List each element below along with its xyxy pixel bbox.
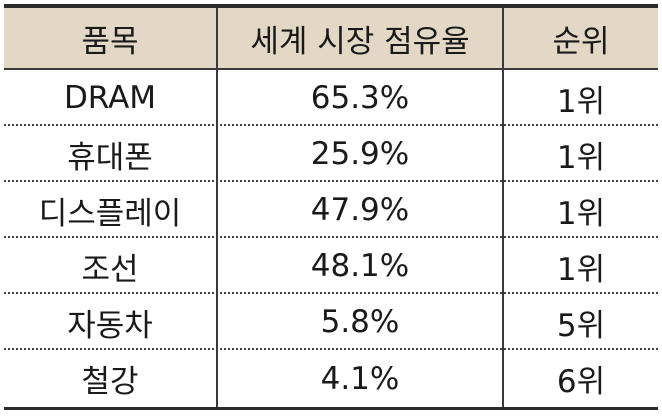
row-dotted-divider [4, 348, 658, 350]
header-item: 품목 [81, 23, 139, 60]
table-top-rule [4, 4, 658, 8]
cell-item: 휴대폰 [67, 139, 153, 176]
column-divider [502, 8, 504, 407]
cell-market-share: 25.9% [310, 136, 410, 172]
table-row: 조선 48.1% 1위 [0, 238, 662, 294]
cell-market-share: 65.3% [310, 80, 410, 116]
row-dotted-divider [4, 292, 658, 294]
table-bottom-rule [4, 407, 658, 410]
row-dotted-divider [4, 124, 658, 126]
cell-item: 디스플레이 [38, 195, 182, 232]
cell-rank: 1위 [556, 195, 606, 232]
cell-rank: 1위 [556, 83, 606, 120]
table-row: DRAM 65.3% 1위 [0, 70, 662, 126]
column-divider [216, 8, 218, 407]
cell-market-share: 4.1% [320, 360, 400, 397]
cell-rank: 1위 [556, 139, 606, 176]
cell-market-share: 5.8% [320, 304, 400, 340]
table-row: 자동차 5.8% 5위 [0, 294, 662, 350]
table-row: 디스플레이 47.9% 1위 [0, 182, 662, 238]
row-dotted-divider [4, 236, 658, 238]
cell-rank: 5위 [556, 307, 606, 344]
cell-item: DRAM [63, 80, 157, 116]
cell-market-share: 47.9% [310, 192, 410, 228]
cell-item: 철강 [81, 364, 139, 400]
cell-market-share: 48.1% [310, 248, 410, 284]
header-divider [4, 68, 658, 70]
header-rank: 순위 [552, 23, 610, 60]
table-row: 철강 4.1% 6위 [0, 350, 662, 407]
row-dotted-divider [4, 180, 658, 182]
cell-item: 자동차 [67, 307, 153, 344]
table-row: 휴대폰 25.9% 1위 [0, 126, 662, 182]
cell-rank: 6위 [556, 364, 606, 400]
cell-rank: 1위 [556, 251, 606, 288]
header-market-share: 세계 시장 점유율 [250, 23, 470, 60]
table-header-row: 품목 세계 시장 점유율 순위 [4, 8, 658, 68]
cell-item: 조선 [81, 251, 139, 288]
